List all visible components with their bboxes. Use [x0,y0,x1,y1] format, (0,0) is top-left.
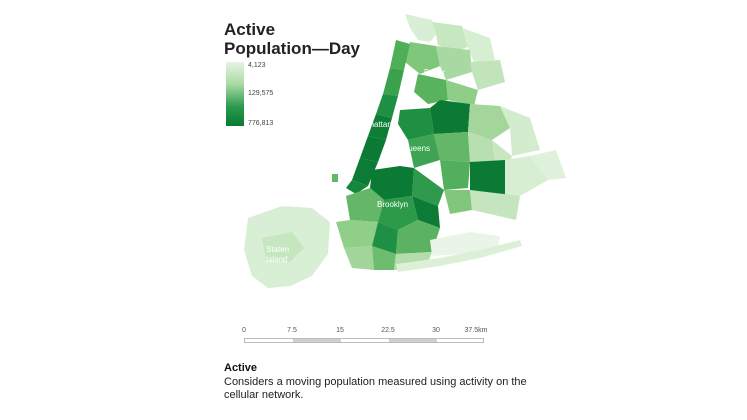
rockaway-zone [396,240,522,272]
brooklyn-zone [372,246,396,270]
scale-segment [389,339,437,342]
staten-island-region [244,206,330,288]
scale-tick-label: 37.5km [464,327,488,334]
bronx-zone [414,74,448,104]
scale-tick-label: 0 [242,327,246,334]
manhattan-region [346,40,410,194]
bronx-label: Bronx [424,68,445,77]
staten-island-zone [262,232,304,262]
queens-zone [468,132,496,166]
bronx-zone [462,28,495,62]
scale-tick-label: 7.5 [287,327,297,334]
brooklyn-zone [372,222,398,254]
scale-tick-label: 30 [432,327,440,334]
brooklyn-region [336,166,440,270]
brooklyn-zone [396,220,440,254]
scale-bar [244,338,484,343]
queens-zone [430,100,470,134]
brooklyn-zone [412,196,440,228]
queens-zone [500,106,540,156]
legend-mid-label: 129,575 [248,90,274,97]
manhattan-zone [346,180,368,194]
bronx-zone [470,60,505,90]
bronx-region [405,14,505,106]
queens-zone [440,160,470,190]
queens-zone [412,168,444,206]
queens-zone [470,190,520,220]
manhattan-zone [383,68,404,96]
queens-zone [434,132,470,162]
legend-gradient-bar [226,62,244,126]
bronx-zone [432,22,470,52]
scale-tick-label: 22.5 [381,327,395,334]
queens-zone [398,108,434,140]
manhattan-label: Manhattan [354,120,392,129]
legend-min-label: 4,123 [248,62,266,69]
queens-label: Queens [402,144,430,153]
map-title-line2: Population—Day [224,39,361,58]
queens-zone [444,190,472,214]
queens-zone [470,160,505,196]
caption-body: Considers a moving population measured u… [224,376,527,401]
brooklyn-label: Brooklyn [377,200,408,209]
rockaway-region [396,232,522,272]
brooklyn-zone [344,246,374,270]
queens-zone [530,150,566,180]
brooklyn-zone [370,166,414,200]
bronx-zone [405,14,436,42]
manhattan-zone [360,136,386,162]
scale-tick-label: 15 [336,327,344,334]
caption-title: Active [224,362,258,374]
manhattan-zone [368,114,392,140]
manhattan-zone [376,94,398,118]
legend-max-label: 776,813 [248,120,274,127]
brooklyn-zone [346,188,384,222]
bronx-zone [446,80,478,106]
queens-zone [468,104,510,140]
map-title: Active Population—Day [224,20,424,58]
scale-segment [293,339,341,342]
queens-zone [408,134,440,168]
governors-island [332,174,338,182]
queens-zone [505,156,548,196]
queens-region [398,100,566,220]
map-title-line1: Active [224,20,276,39]
manhattan-zone [390,40,410,70]
bronx-zone [436,46,472,80]
brooklyn-zone [378,196,418,230]
bronx-zone [405,42,440,74]
brooklyn-zone [336,220,378,248]
staten-island-label-line2: Island [266,255,287,264]
manhattan-zone [352,158,378,186]
staten-island-label-line1: Staten [266,245,289,254]
